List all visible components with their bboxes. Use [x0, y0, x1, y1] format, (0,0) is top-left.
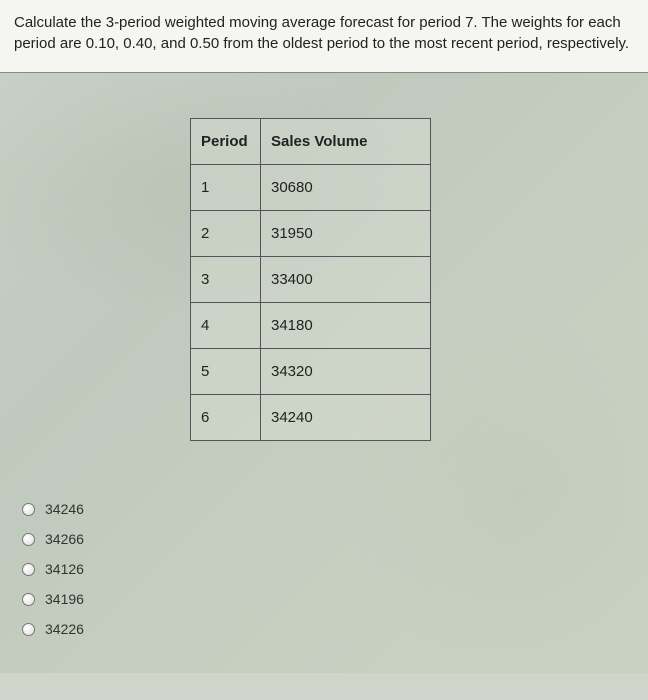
cell-period: 1: [191, 165, 261, 211]
option-row[interactable]: 34196: [22, 591, 84, 607]
cell-period: 4: [191, 303, 261, 349]
sales-table: Period Sales Volume 1 30680 2 31950 3 33…: [190, 118, 431, 441]
table-row: 3 33400: [191, 257, 431, 303]
radio-icon[interactable]: [22, 593, 35, 606]
cell-sales: 34180: [261, 303, 431, 349]
option-label: 34226: [45, 621, 84, 637]
table-row: 2 31950: [191, 211, 431, 257]
table-row: 6 34240: [191, 395, 431, 441]
question-text: Calculate the 3-period weighted moving a…: [0, 0, 648, 73]
cell-sales: 33400: [261, 257, 431, 303]
radio-icon[interactable]: [22, 533, 35, 546]
option-row[interactable]: 34126: [22, 561, 84, 577]
header-sales: Sales Volume: [261, 119, 431, 165]
option-label: 34196: [45, 591, 84, 607]
cell-period: 6: [191, 395, 261, 441]
radio-icon[interactable]: [22, 503, 35, 516]
screen-content: Period Sales Volume 1 30680 2 31950 3 33…: [0, 73, 648, 673]
cell-sales: 31950: [261, 211, 431, 257]
option-label: 34246: [45, 501, 84, 517]
option-row[interactable]: 34226: [22, 621, 84, 637]
header-period: Period: [191, 119, 261, 165]
option-label: 34266: [45, 531, 84, 547]
cell-sales: 30680: [261, 165, 431, 211]
option-row[interactable]: 34246: [22, 501, 84, 517]
cell-sales: 34320: [261, 349, 431, 395]
table-header-row: Period Sales Volume: [191, 119, 431, 165]
radio-icon[interactable]: [22, 563, 35, 576]
table-row: 4 34180: [191, 303, 431, 349]
cell-period: 3: [191, 257, 261, 303]
table-row: 5 34320: [191, 349, 431, 395]
radio-icon[interactable]: [22, 623, 35, 636]
cell-period: 2: [191, 211, 261, 257]
option-label: 34126: [45, 561, 84, 577]
table-row: 1 30680: [191, 165, 431, 211]
option-row[interactable]: 34266: [22, 531, 84, 547]
cell-period: 5: [191, 349, 261, 395]
cell-sales: 34240: [261, 395, 431, 441]
answer-options: 34246 34266 34126 34196 34226: [22, 501, 84, 651]
